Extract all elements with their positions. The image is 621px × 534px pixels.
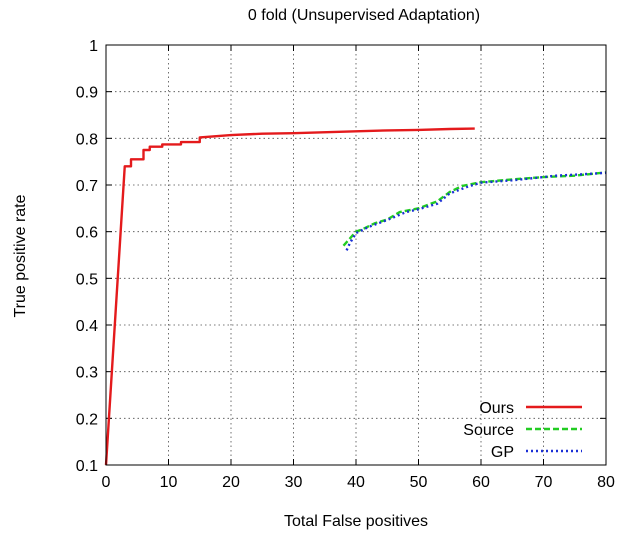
legend-label: Source [463, 422, 514, 439]
y-tick-label: 0.6 [76, 225, 98, 242]
x-tick-label: 0 [102, 474, 111, 491]
series-line-source [342, 171, 607, 247]
x-tick-label: 10 [160, 474, 178, 491]
legend: Ours Source GP [463, 400, 582, 461]
chart-title: 0 fold (Unsupervised Adaptation) [248, 7, 480, 24]
grid [106, 45, 606, 465]
series-line-gp [345, 171, 607, 251]
series-line-ours [104, 127, 475, 466]
y-tick-label: 0.9 [76, 85, 98, 102]
ticks: 0 10 20 30 40 50 60 70 80 0.1 0.2 0.3 0.4 0.5 0.6 0.7 0.… [76, 38, 615, 491]
y-tick-label: 1 [89, 38, 98, 55]
x-tick-label: 70 [535, 474, 553, 491]
legend-label: GP [491, 444, 514, 461]
y-tick-label: 0.2 [76, 411, 98, 428]
y-tick-label: 0.4 [76, 318, 98, 335]
y-tick-label: 0.3 [76, 365, 98, 382]
y-tick-label: 0.5 [76, 271, 98, 288]
y-axis-label: True positive rate [12, 194, 29, 317]
x-axis-label: Total False positives [284, 513, 428, 530]
x-tick-label: 40 [347, 474, 365, 491]
plot-frame [105, 44, 607, 466]
x-tick-label: 20 [222, 474, 240, 491]
x-tick-label: 30 [285, 474, 303, 491]
series-lines [104, 127, 607, 466]
x-tick-label: 80 [597, 474, 615, 491]
x-tick-label: 50 [410, 474, 428, 491]
y-tick-label: 0.1 [76, 458, 98, 475]
x-tick-label: 60 [472, 474, 490, 491]
y-tick-label: 0.8 [76, 131, 98, 148]
y-tick-label: 0.7 [76, 178, 98, 195]
legend-label: Ours [479, 400, 514, 417]
